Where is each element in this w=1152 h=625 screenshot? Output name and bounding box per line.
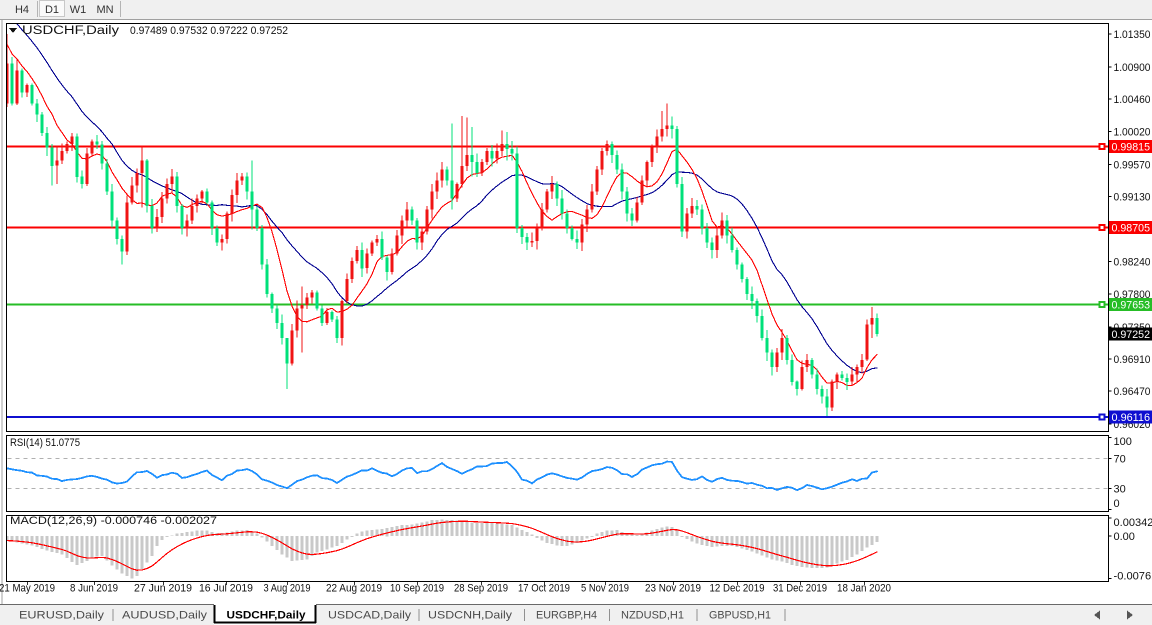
svg-text:0.003428: 0.003428 [1114, 517, 1152, 529]
svg-text:8 Jun 2019: 8 Jun 2019 [70, 583, 118, 595]
svg-text:0.97252: 0.97252 [1112, 329, 1151, 341]
svg-text:GBPUSD,H1: GBPUSD,H1 [709, 610, 771, 622]
svg-text:NZDUSD,H1: NZDUSD,H1 [621, 610, 684, 622]
svg-text:0.96470: 0.96470 [1114, 386, 1151, 398]
svg-text:0.99815: 0.99815 [1112, 141, 1151, 153]
svg-text:28 Sep 2019: 28 Sep 2019 [454, 583, 508, 595]
svg-text:30: 30 [1114, 483, 1126, 495]
svg-text:0.98705: 0.98705 [1112, 223, 1151, 235]
svg-text:5 Nov 2019: 5 Nov 2019 [581, 583, 629, 595]
svg-text:70: 70 [1114, 453, 1126, 465]
svg-text:100: 100 [1114, 436, 1132, 448]
svg-text:23 Nov 2019: 23 Nov 2019 [645, 583, 701, 595]
svg-text:0.96910: 0.96910 [1114, 354, 1151, 366]
svg-text:EURGBP,H4: EURGBP,H4 [536, 610, 597, 622]
svg-text:D1: D1 [45, 4, 59, 16]
svg-text:0.00: 0.00 [1114, 531, 1135, 543]
svg-text:1.00460: 1.00460 [1114, 94, 1151, 106]
svg-text:16 Jul 2019: 16 Jul 2019 [199, 583, 253, 595]
svg-text:W1: W1 [70, 4, 87, 16]
svg-text:MACD(12,26,9) -0.000746 -0.002: MACD(12,26,9) -0.000746 -0.002027 [10, 515, 217, 527]
svg-text:MN: MN [96, 4, 113, 16]
svg-text:1.01350: 1.01350 [1114, 29, 1151, 41]
svg-text:10 Sep 2019: 10 Sep 2019 [390, 583, 444, 595]
svg-text:USDCNH,Daily: USDCNH,Daily [428, 610, 513, 622]
svg-text:-0.007615: -0.007615 [1114, 571, 1152, 583]
svg-text:RSI(14) 51.0775: RSI(14) 51.0775 [10, 437, 80, 449]
svg-text:EURUSD,Daily: EURUSD,Daily [19, 610, 105, 622]
svg-text:0.98240: 0.98240 [1114, 257, 1151, 269]
svg-text:0.97653: 0.97653 [1112, 300, 1151, 312]
svg-text:1.00900: 1.00900 [1114, 62, 1151, 74]
svg-text:USDCHF,Daily: USDCHF,Daily [227, 610, 307, 622]
svg-text:17 Oct 2019: 17 Oct 2019 [518, 583, 570, 595]
svg-text:AUDUSD,Daily: AUDUSD,Daily [122, 610, 208, 622]
svg-text:1.00020: 1.00020 [1114, 126, 1151, 138]
svg-text:0.96116: 0.96116 [1112, 412, 1151, 424]
svg-text:3 Aug 2019: 3 Aug 2019 [264, 583, 311, 595]
svg-text:18 Jan 2020: 18 Jan 2020 [837, 583, 891, 595]
svg-text:0.99570: 0.99570 [1114, 159, 1151, 171]
svg-text:0.97489 0.97532 0.97222 0.9725: 0.97489 0.97532 0.97222 0.97252 [130, 25, 288, 37]
svg-text:27 Jun 2019: 27 Jun 2019 [134, 583, 192, 595]
svg-text:0: 0 [1114, 498, 1120, 510]
svg-text:USDCAD,Daily: USDCAD,Daily [328, 610, 412, 622]
svg-text:21 May 2019: 21 May 2019 [0, 583, 55, 595]
svg-text:22 Aug 2019: 22 Aug 2019 [326, 583, 382, 595]
svg-text:31 Dec 2019: 31 Dec 2019 [773, 583, 827, 595]
svg-text:H4: H4 [15, 4, 29, 16]
svg-text:12 Dec 2019: 12 Dec 2019 [710, 583, 765, 595]
svg-text:0.99130: 0.99130 [1114, 192, 1151, 204]
svg-text:USDCHF,Daily: USDCHF,Daily [22, 25, 119, 37]
svg-text:0.97800: 0.97800 [1114, 289, 1151, 301]
